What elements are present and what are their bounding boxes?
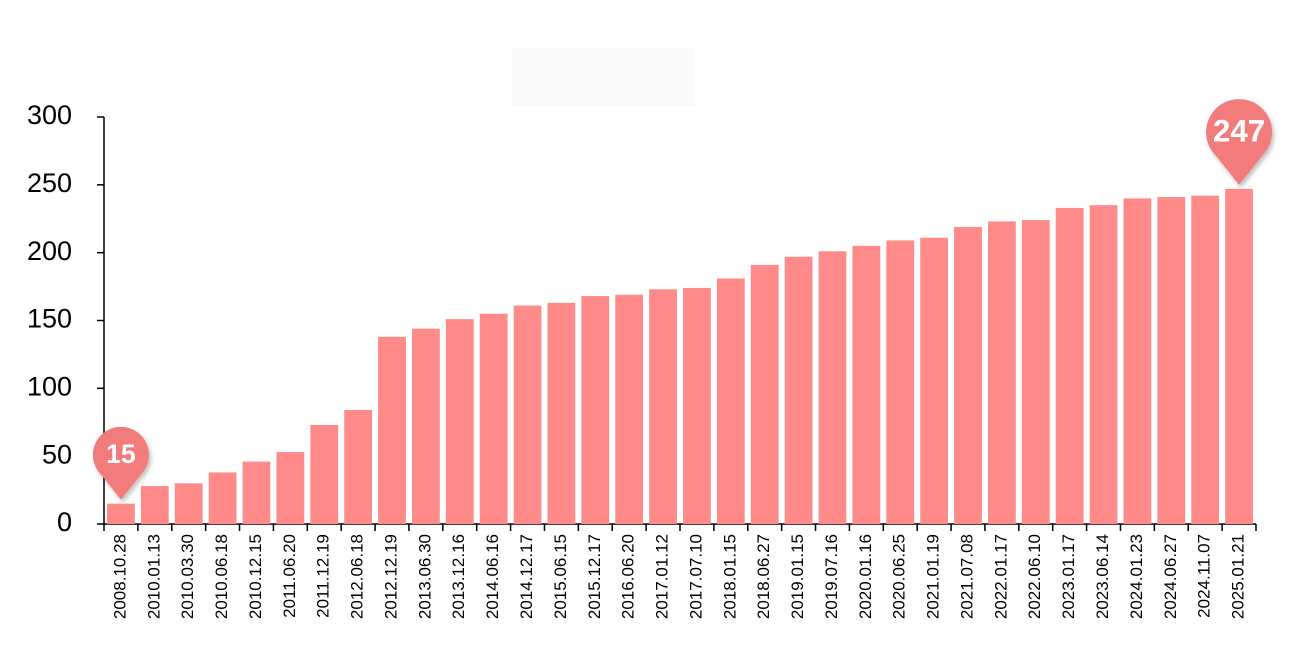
bar [649, 289, 677, 524]
bar [1225, 188, 1253, 525]
x-tick-label: 2023.06.14 [1093, 534, 1112, 619]
x-tick-label: 2021.07.08 [957, 534, 976, 619]
x-tick-label: 2015.06.15 [551, 534, 570, 619]
bar [1123, 198, 1152, 524]
x-tick-label: 2015.12.17 [585, 534, 604, 619]
bar [886, 240, 915, 524]
x-tick-label: 2021.01.19 [924, 534, 943, 619]
x-tick-label: 2016.06.20 [619, 534, 638, 619]
bar [174, 483, 203, 524]
x-tick-label: 2013.12.16 [449, 534, 468, 619]
bar [683, 287, 711, 524]
x-tick-label: 2013.06.30 [415, 534, 434, 619]
x-tick-label: 2017.01.12 [653, 534, 672, 619]
bar [140, 486, 169, 524]
bar [987, 221, 1016, 525]
title-placeholder [512, 48, 694, 106]
x-tick-label: 2014.06.16 [483, 534, 502, 619]
bar [784, 256, 813, 524]
x-tick-label: 2024.06.27 [1161, 534, 1180, 619]
x-tick-label: 2011.12.19 [314, 534, 333, 618]
x-tick-label: 2024.01.23 [1127, 534, 1146, 619]
y-tick-label: 100 [27, 371, 72, 401]
bar [378, 336, 406, 524]
bar [1021, 220, 1050, 524]
bar [479, 313, 508, 524]
bar [615, 294, 644, 524]
x-tick-label: 2018.01.15 [720, 534, 739, 619]
pin: 247 [1206, 99, 1273, 185]
bar [716, 278, 745, 524]
pin-shape [92, 426, 149, 500]
bar [852, 245, 881, 524]
x-tick-label: 2012.06.18 [348, 534, 367, 619]
x-tick-label: 2010.01.13 [144, 534, 163, 619]
bar [750, 264, 779, 524]
x-tick-label: 2019.07.16 [822, 534, 841, 619]
x-tick-label: 2010.12.15 [246, 534, 265, 619]
x-tick-label: 2023.01.17 [1059, 534, 1078, 619]
bar [1157, 197, 1186, 524]
y-tick-label: 250 [27, 168, 72, 198]
bar [242, 461, 271, 524]
bar [310, 424, 339, 524]
y-tick-label: 300 [27, 100, 72, 130]
bar [1191, 195, 1220, 525]
x-tick-label: 2014.12.17 [517, 534, 536, 619]
bar [208, 472, 237, 524]
x-tick-label: 2017.07.10 [686, 534, 705, 619]
x-tick-label: 2022.01.17 [991, 534, 1010, 619]
bar [954, 226, 982, 524]
y-tick-label: 200 [27, 236, 72, 266]
pin-label: 247 [1213, 113, 1265, 148]
bar [276, 452, 305, 524]
bar [581, 296, 610, 524]
x-tick-label: 2022.06.10 [1025, 534, 1044, 619]
x-tick-label: 2008.10.28 [110, 534, 129, 619]
bar [445, 319, 474, 524]
x-tick-label: 2020.01.16 [856, 534, 875, 619]
x-tick-label: 2019.01.15 [788, 534, 807, 619]
x-tick-label: 2018.06.27 [754, 534, 773, 619]
y-tick-label: 0 [57, 507, 72, 537]
x-tick-label: 2010.06.18 [212, 534, 231, 619]
x-tick-label: 2010.03.30 [178, 534, 197, 619]
x-tick-label: 2020.06.25 [890, 534, 909, 619]
pin: 15 [92, 426, 149, 500]
bar [411, 328, 440, 524]
bar [344, 410, 373, 524]
x-tick-label: 2012.12.19 [381, 534, 400, 619]
bar [513, 305, 542, 524]
x-tick-label: 2024.11.07 [1195, 534, 1214, 618]
bar [1089, 205, 1118, 524]
bar [547, 302, 576, 524]
bar [1055, 207, 1084, 524]
bar [818, 251, 847, 524]
pin-shape [1206, 99, 1273, 185]
pin-label: 15 [106, 439, 136, 469]
x-tick-label: 2011.06.20 [280, 534, 299, 618]
y-tick-label: 150 [27, 304, 72, 334]
x-tick-label: 2025.01.21 [1229, 534, 1248, 619]
bar [107, 503, 135, 524]
bar [920, 237, 949, 524]
y-tick-label: 50 [42, 439, 72, 469]
